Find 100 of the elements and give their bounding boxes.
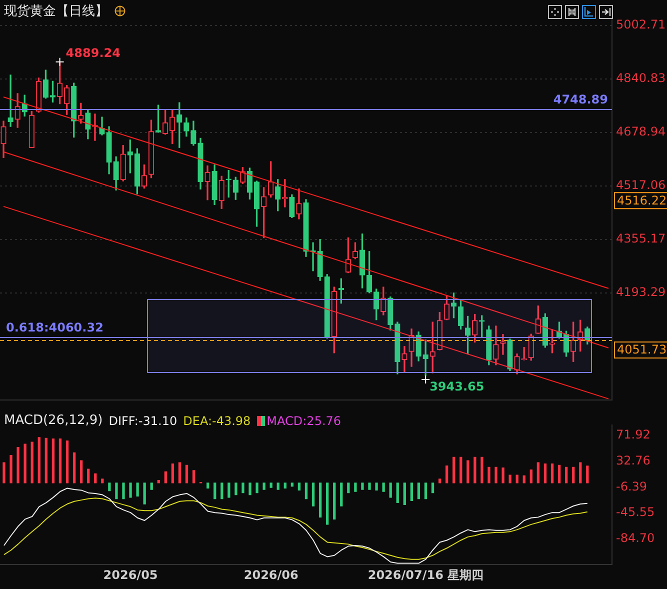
bar: [564, 466, 568, 484]
bar: [87, 468, 90, 484]
bar: [206, 482, 210, 489]
bar: [333, 482, 336, 520]
bar: [270, 482, 272, 488]
legend-label: MACD:25.76: [266, 414, 342, 428]
bar: [108, 482, 111, 492]
text: DEA:-43.98: [183, 414, 251, 428]
bar: [431, 482, 434, 494]
y-tick-label: 32.76: [616, 454, 650, 468]
bar: [304, 482, 308, 500]
annotation: 3943.65: [430, 380, 484, 394]
y-tick-label: 4355.17: [616, 232, 666, 246]
x-tick-label: 2026/06: [244, 568, 298, 582]
bar: [58, 438, 62, 484]
x-tick-label: 2026/07/16 星期四: [368, 568, 484, 582]
bar: [536, 462, 540, 484]
y-tick-label: 4193.29: [616, 285, 666, 300]
bar: [354, 482, 357, 492]
chart-title: MACD(26,12,9): [4, 413, 103, 428]
bar: [572, 466, 575, 484]
bar: [460, 456, 462, 484]
bar: [298, 482, 301, 491]
bar: [403, 482, 406, 506]
y-tick-label: 4517.06: [616, 178, 666, 192]
bar: [38, 437, 40, 484]
bar: [438, 478, 442, 484]
bar: [522, 475, 526, 484]
bar: [396, 482, 399, 504]
bar: [389, 482, 392, 498]
bar: [2, 462, 6, 484]
bar: [214, 482, 216, 500]
bar: [284, 482, 286, 489]
bar: [410, 482, 414, 502]
bar: [558, 464, 561, 484]
bar: [164, 471, 167, 484]
bar: [122, 482, 125, 500]
ref-line-label: 4051.73: [617, 342, 667, 357]
bar: [368, 482, 371, 490]
chart-title: 现货黄金【日线】: [4, 3, 108, 20]
bar: [136, 482, 139, 496]
text: 4516.22: [617, 193, 667, 208]
bar: [228, 482, 230, 498]
bar: [466, 460, 470, 484]
bar: [445, 465, 448, 484]
bar: [494, 466, 498, 484]
bar: [326, 482, 329, 525]
bar: [129, 482, 132, 498]
bar: [242, 482, 244, 494]
bar: [234, 482, 238, 496]
y-tick-label: 5002.71: [616, 17, 666, 32]
bar: [550, 464, 554, 484]
bar: [171, 464, 174, 484]
bar: [312, 482, 315, 506]
bar: [16, 447, 20, 484]
bar: [340, 482, 343, 506]
bar: [508, 474, 512, 484]
y-tick-label: 71.92: [616, 428, 650, 442]
bar: [262, 482, 266, 490]
bar: [10, 454, 12, 484]
x-tick-label: 2026/05: [103, 568, 158, 582]
bar: [94, 473, 97, 484]
bar: [452, 456, 456, 484]
bar: [66, 440, 69, 484]
bar: [382, 482, 385, 492]
bar: [474, 456, 476, 484]
bar: [157, 480, 160, 484]
y-tick-label: 4678.94: [616, 124, 666, 139]
bar: [417, 482, 420, 500]
bar: [185, 464, 188, 484]
bar: [424, 482, 428, 500]
y-tick-label: -84.70: [616, 530, 655, 545]
bar: [361, 482, 364, 490]
y-tick-label: -6.39: [616, 479, 648, 494]
bar: [72, 452, 76, 484]
bar: [375, 482, 378, 491]
bar: [44, 438, 48, 484]
candlestick: [8, 74, 14, 127]
bar: [488, 466, 490, 484]
bar: [150, 482, 153, 490]
bar: [480, 456, 484, 484]
text: DIFF:-31.10: [108, 414, 178, 428]
bar: [318, 482, 322, 518]
bar: [115, 482, 118, 500]
bar: [30, 442, 34, 484]
bar: [516, 474, 518, 484]
bar: [530, 469, 532, 484]
bar: [248, 482, 252, 496]
ref-line-label: 4748.89: [553, 92, 608, 107]
ref-line-label: 0.618:4060.32: [6, 320, 104, 335]
bar: [586, 466, 589, 484]
bar: [256, 482, 258, 494]
bar: [178, 462, 182, 484]
bar: [220, 482, 224, 500]
bar: [24, 444, 26, 484]
bar: [192, 470, 196, 484]
y-tick-label: 4840.83: [616, 71, 666, 86]
bar: [101, 478, 104, 484]
bar: [276, 482, 280, 490]
bar: [502, 467, 504, 484]
